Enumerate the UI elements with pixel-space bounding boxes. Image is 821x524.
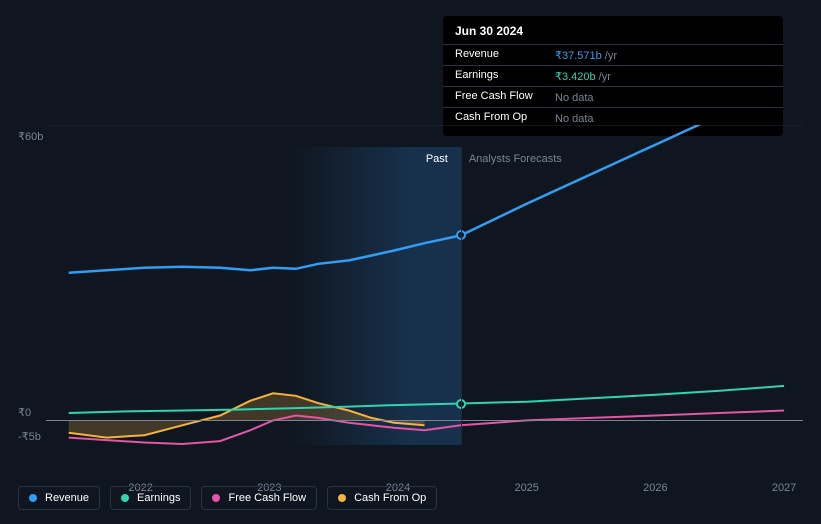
legend-dot-icon <box>338 494 346 502</box>
y-axis-label: ₹0 <box>18 406 31 419</box>
tooltip-metric-label: Earnings <box>455 69 535 83</box>
tooltip-metric-label: Cash From Op <box>455 111 535 125</box>
hover-tooltip: Jun 30 2024 Revenue ₹37.571b/yr Earnings ₹3… <box>443 16 783 136</box>
divider-line <box>461 147 462 445</box>
tooltip-row: Revenue ₹37.571b/yr <box>443 44 783 65</box>
y-axis-label: ₹60b <box>18 130 43 143</box>
tooltip-metric-value: No data <box>555 113 594 125</box>
legend-dot-icon <box>29 494 37 502</box>
zero-axis-line <box>46 420 803 421</box>
chart-legend: Revenue Earnings Free Cash Flow Cash From O… <box>18 486 437 510</box>
legend-item[interactable]: Revenue <box>18 486 100 510</box>
legend-label: Revenue <box>45 492 89 504</box>
legend-dot-icon <box>121 494 129 502</box>
x-axis-label: 2026 <box>643 482 667 494</box>
chart-plot <box>46 125 803 445</box>
tooltip-date: Jun 30 2024 <box>443 24 783 44</box>
legend-label: Earnings <box>137 492 180 504</box>
tooltip-unit: /yr <box>605 50 617 62</box>
tooltip-metric-label: Revenue <box>455 48 535 62</box>
past-label: Past <box>426 153 448 165</box>
legend-item[interactable]: Free Cash Flow <box>201 486 317 510</box>
legend-item[interactable]: Earnings <box>110 486 191 510</box>
tooltip-metric-label: Free Cash Flow <box>455 90 535 104</box>
legend-dot-icon <box>212 494 220 502</box>
tooltip-row: Free Cash Flow No data <box>443 86 783 107</box>
legend-label: Free Cash Flow <box>228 492 306 504</box>
legend-label: Cash From Op <box>354 492 426 504</box>
forecast-label: Analysts Forecasts <box>469 153 562 165</box>
legend-item[interactable]: Cash From Op <box>327 486 437 510</box>
financials-chart[interactable]: ₹60b₹0-₹5b Past Analysts Forecasts 20222… <box>18 125 803 474</box>
y-axis-label: -₹5b <box>18 430 41 443</box>
tooltip-row: Earnings ₹3.420b/yr <box>443 65 783 86</box>
tooltip-unit: /yr <box>599 71 611 83</box>
tooltip-metric-value: ₹3.420b <box>555 71 596 83</box>
tooltip-metric-value: No data <box>555 92 594 104</box>
x-axis-label: 2027 <box>772 482 796 494</box>
x-axis-label: 2025 <box>514 482 538 494</box>
tooltip-metric-value: ₹37.571b <box>555 50 602 62</box>
